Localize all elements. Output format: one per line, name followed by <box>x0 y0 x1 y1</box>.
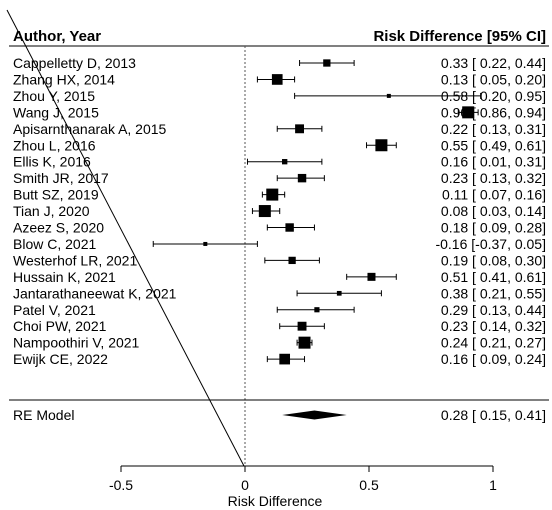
study-row: Zhou Y, 2015 0.58 [ 0.20, 0.95] <box>13 88 546 104</box>
study-label: Azeez S, 2020 <box>13 220 104 236</box>
study-value: 0.13 [ 0.05, 0.20] <box>441 71 546 87</box>
x-tick-label: 0.5 <box>359 477 379 493</box>
x-tick-label: 1 <box>489 477 497 493</box>
study-label: Tian J, 2020 <box>13 203 90 219</box>
study-label: Nampoothiri V, 2021 <box>13 335 140 351</box>
x-tick-label: -0.5 <box>109 477 133 493</box>
study-value: 0.22 [ 0.13, 0.31] <box>441 121 546 137</box>
study-row: Jantarathaneewat K, 2021 0.38 [ 0.21, 0.5… <box>13 285 546 301</box>
point-estimate <box>462 106 475 119</box>
study-label: Ellis K, 2016 <box>13 154 91 170</box>
study-label: Patel V, 2021 <box>13 302 96 318</box>
study-value: 0.24 [ 0.21, 0.27] <box>441 335 546 351</box>
study-row: Zhou L, 2016 0.55 [ 0.49, 0.61] <box>13 137 546 153</box>
point-estimate <box>271 74 283 85</box>
point-estimate <box>297 173 307 183</box>
study-value: 0.90 [ 0.86, 0.94] <box>441 104 546 120</box>
study-label: Zhou Y, 2015 <box>13 88 95 104</box>
study-label: Wang J, 2015 <box>13 104 99 120</box>
study-rows: Cappelletty D, 2013 0.33 [ 0.22, 0.44]Zha… <box>13 55 546 367</box>
header-effect: Risk Difference [95% CI] <box>373 28 546 45</box>
x-axis-label: Risk Difference <box>228 493 323 509</box>
study-value: 0.08 [ 0.03, 0.14] <box>441 203 546 219</box>
study-value: 0.23 [ 0.14, 0.32] <box>441 318 546 334</box>
point-estimate <box>298 336 311 349</box>
diagonal-stroke <box>6 9 245 467</box>
study-row: Smith JR, 2017 0.23 [ 0.13, 0.32] <box>13 170 546 186</box>
point-estimate <box>258 205 271 218</box>
study-label: Choi PW, 2021 <box>13 318 107 334</box>
x-tick-label: 0 <box>241 477 249 493</box>
study-label: Westerhof LR, 2021 <box>13 252 137 268</box>
header-study: Author, Year <box>13 28 101 45</box>
point-estimate <box>282 159 288 165</box>
point-estimate <box>323 59 331 67</box>
study-row: Choi PW, 2021 0.23 [ 0.14, 0.32] <box>13 318 546 334</box>
study-row: Hussain K, 2021 0.51 [ 0.41, 0.61] <box>13 269 546 285</box>
study-value: 0.38 [ 0.21, 0.55] <box>441 285 546 301</box>
summary-label: RE Model <box>13 407 74 423</box>
study-row: Nampoothiri V, 2021 0.24 [ 0.21, 0.27] <box>13 335 546 351</box>
point-estimate <box>266 188 279 201</box>
study-row: Patel V, 2021 0.29 [ 0.13, 0.44] <box>13 302 546 318</box>
study-row: Wang J, 2015 0.90 [ 0.86, 0.94] <box>13 104 546 120</box>
study-value: 0.33 [ 0.22, 0.44] <box>441 55 546 71</box>
point-estimate <box>288 256 296 265</box>
study-label: Zhang HX, 2014 <box>13 71 115 87</box>
study-label: Cappelletty D, 2013 <box>13 55 136 71</box>
study-row: Butt SZ, 2019 0.11 [ 0.07, 0.16] <box>13 187 546 203</box>
study-row: Tian J, 2020 0.08 [ 0.03, 0.14] <box>13 203 546 219</box>
study-value: 0.11 [ 0.07, 0.16] <box>442 187 546 203</box>
study-label: Jantarathaneewat K, 2021 <box>13 285 177 301</box>
study-row: Apisarnthanarak A, 2015 0.22 [ 0.13, 0.31… <box>13 121 546 137</box>
study-value: 0.51 [ 0.41, 0.61] <box>441 269 546 285</box>
study-value: 0.16 [ 0.09, 0.24] <box>441 351 546 367</box>
study-label: Butt SZ, 2019 <box>13 187 99 203</box>
x-axis: -0.5 0 0.5 1 <box>109 465 497 493</box>
point-estimate <box>295 124 305 134</box>
study-label: Smith JR, 2017 <box>13 170 109 186</box>
study-label: Apisarnthanarak A, 2015 <box>13 121 167 137</box>
study-value: 0.58 [ 0.20, 0.95] <box>441 88 546 104</box>
study-value: 0.16 [ 0.01, 0.31] <box>441 154 546 170</box>
point-estimate <box>279 353 291 365</box>
point-estimate <box>375 139 388 152</box>
study-value: 0.18 [ 0.09, 0.28] <box>441 220 546 236</box>
point-estimate <box>386 93 391 98</box>
study-row: Westerhof LR, 2021 0.19 [ 0.08, 0.30] <box>13 252 546 268</box>
study-row: Zhang HX, 2014 0.13 [ 0.05, 0.20] <box>13 71 546 87</box>
study-value: 0.23 [ 0.13, 0.32] <box>441 170 546 186</box>
study-row: Ewijk CE, 2022 0.16 [ 0.09, 0.24] <box>13 351 546 367</box>
point-estimate <box>297 321 307 331</box>
study-value: 0.29 [ 0.13, 0.44] <box>441 302 546 318</box>
point-estimate <box>367 272 376 281</box>
study-value: 0.19 [ 0.08, 0.30] <box>441 252 546 268</box>
summary-value: 0.28 [ 0.15, 0.41] <box>441 407 546 423</box>
summary-diamond <box>282 410 347 420</box>
study-value: -0.16 [-0.37, 0.05] <box>435 236 546 252</box>
study-value: 0.55 [ 0.49, 0.61] <box>441 137 546 153</box>
study-row: Blow C, 2021 -0.16 [-0.37, 0.05] <box>13 236 546 252</box>
study-row: Cappelletty D, 2013 0.33 [ 0.22, 0.44] <box>13 55 546 71</box>
study-row: Ellis K, 2016 0.16 [ 0.01, 0.31] <box>13 154 546 170</box>
point-estimate <box>285 223 294 232</box>
point-estimate <box>336 290 342 296</box>
study-label: Blow C, 2021 <box>13 236 96 252</box>
study-row: Azeez S, 2020 0.18 [ 0.09, 0.28] <box>13 220 546 236</box>
study-label: Zhou L, 2016 <box>13 137 96 153</box>
point-estimate <box>314 307 320 313</box>
study-label: Ewijk CE, 2022 <box>13 351 108 367</box>
point-estimate <box>203 241 208 246</box>
study-label: Hussain K, 2021 <box>13 269 116 285</box>
